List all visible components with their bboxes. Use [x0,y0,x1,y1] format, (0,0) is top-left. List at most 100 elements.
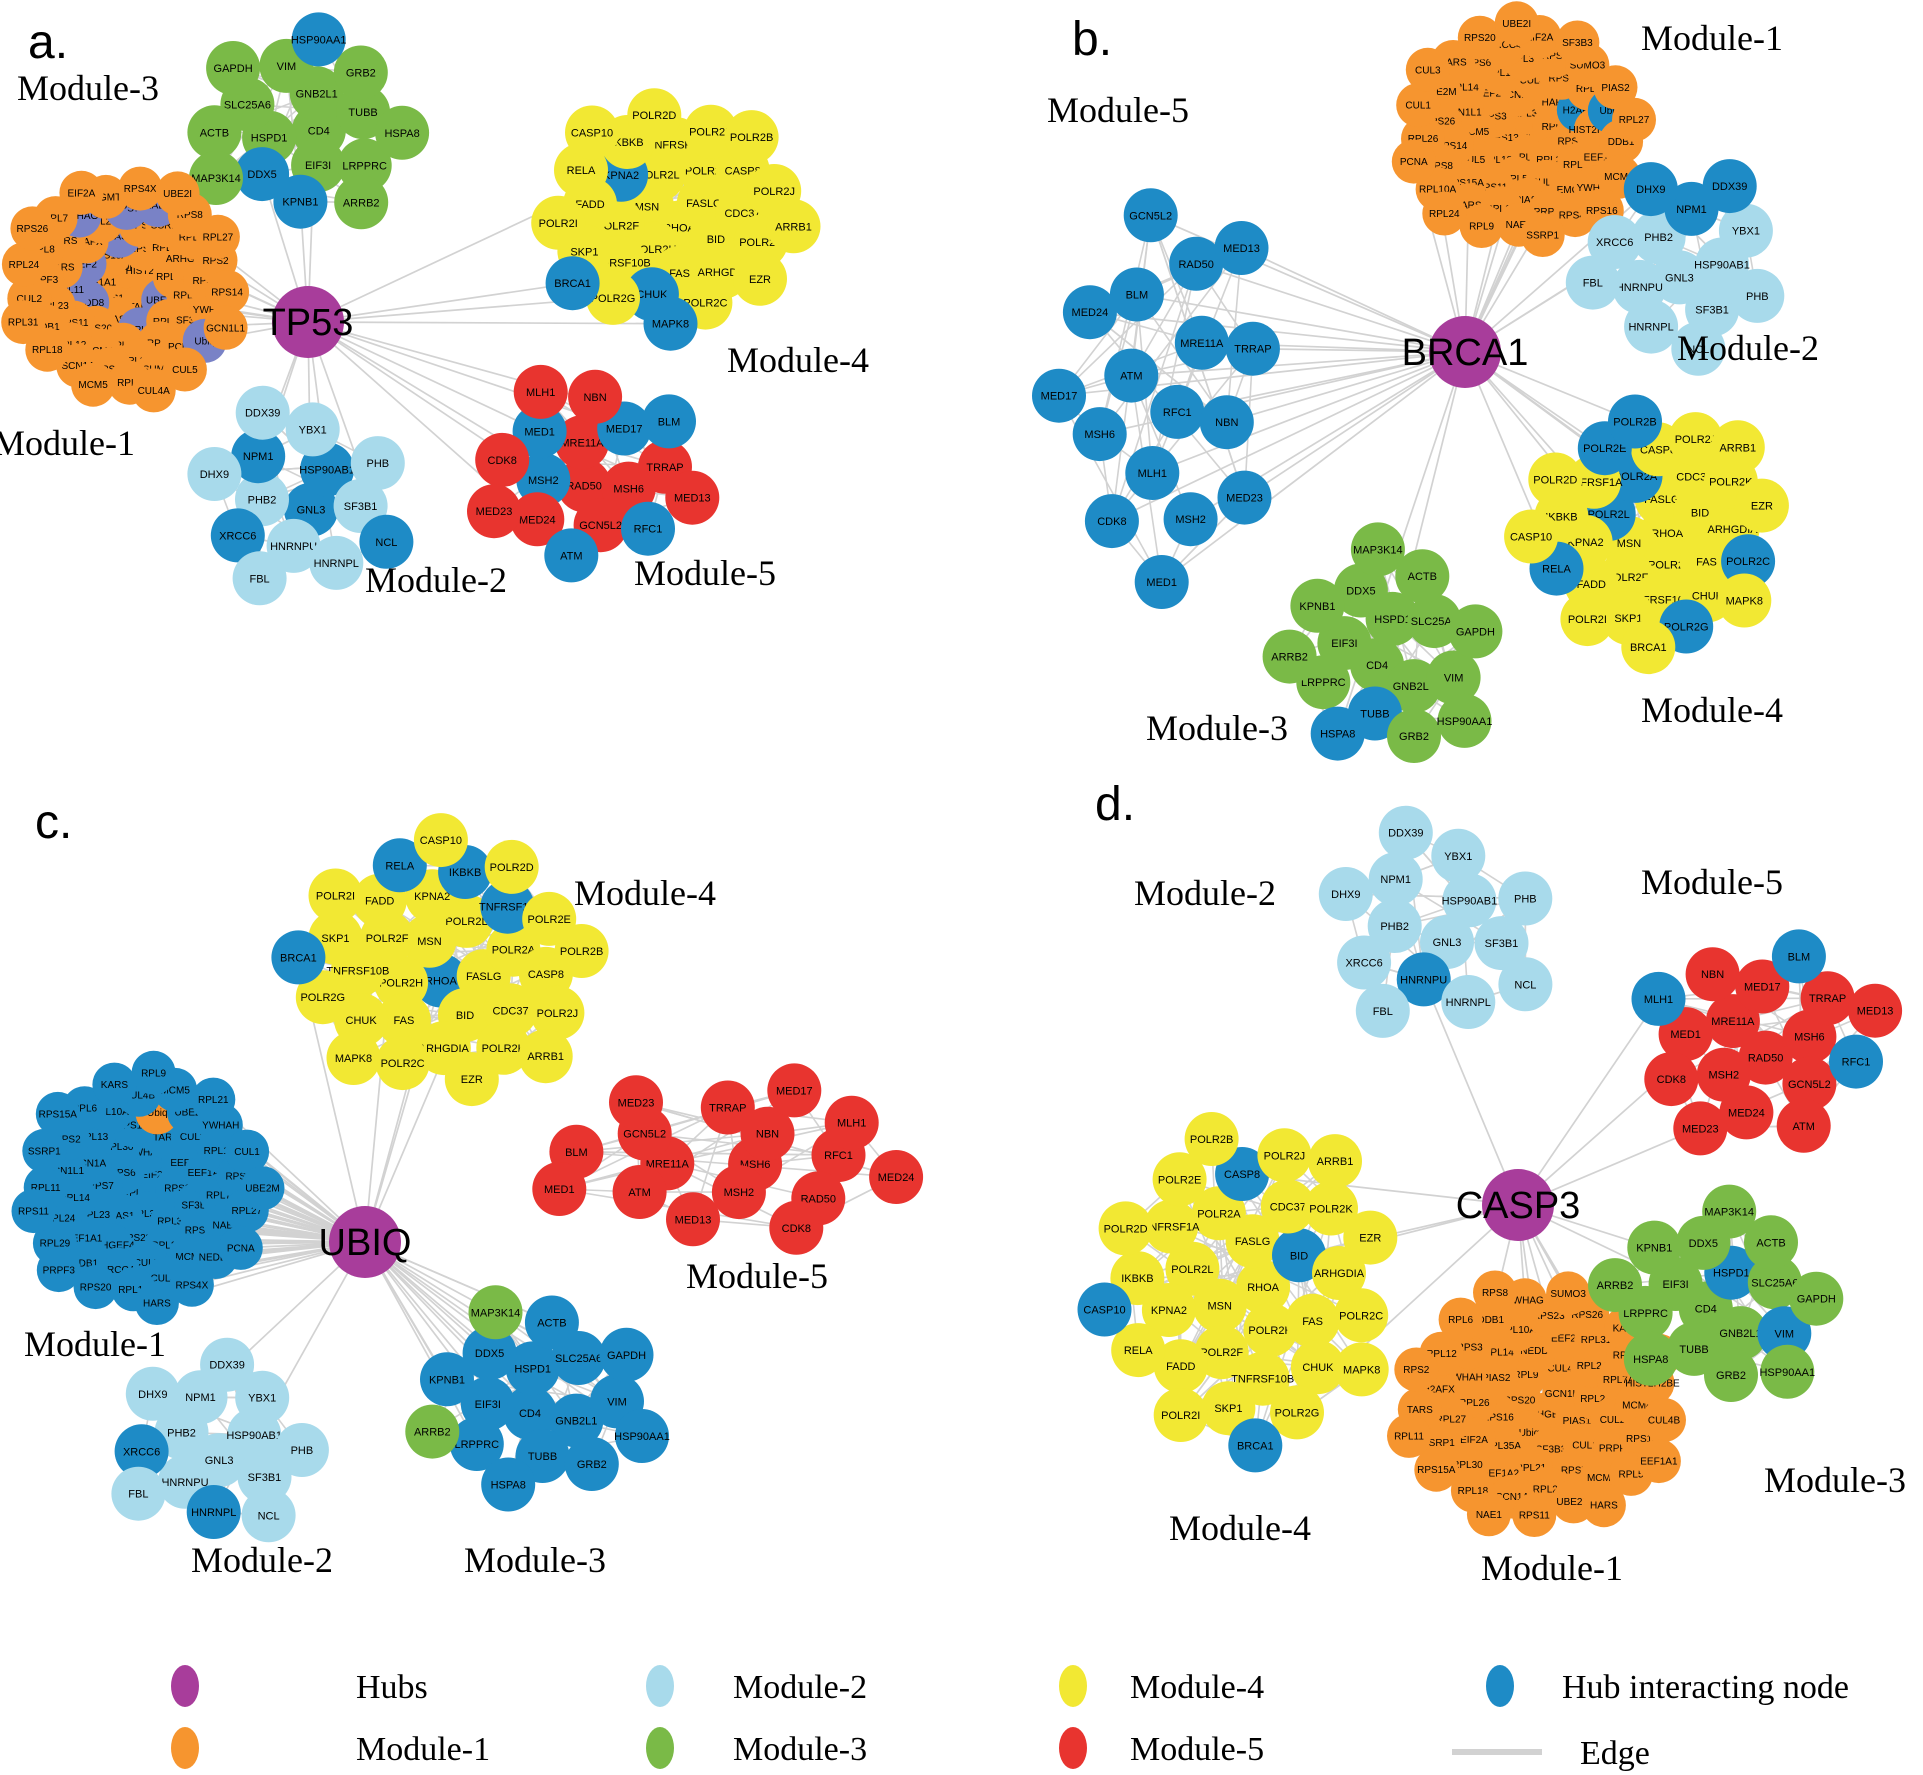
node-GNB2L1 [549,1393,604,1448]
node-NCL [359,514,414,569]
node-MAP3K14 [1702,1184,1757,1239]
node-CUL4A [131,368,176,413]
node-MED17 [1032,368,1086,423]
node-HSP90AA1 [615,1409,669,1463]
hub-edge [307,321,540,433]
node-label: RPL35A [130,1209,168,1220]
node-label: MRE11A [1711,1016,1755,1028]
node-MED23 [1217,470,1272,525]
node-label: MLH1 [1138,468,1167,480]
node-label: RPS7 [113,203,140,214]
node-label: BLM [565,1147,588,1159]
node-label: CASP8 [528,969,564,981]
node-label: MAP3K14 [1353,544,1403,556]
node-POLR2I [308,868,363,923]
node-label: CDK8 [488,455,517,467]
node-CUL1 [225,1129,270,1174]
node-label: RFC1 [824,1150,853,1162]
node-label: TARS [153,1132,179,1143]
node-CDK8 [769,1200,824,1255]
node-label: TRRAP [709,1103,746,1115]
edge [1151,263,1197,474]
node-label: MRE11A [646,1158,690,1170]
node-label: NPM1 [185,1392,216,1404]
node-label: YWHAG [61,211,99,222]
node-label: GAPDH [214,63,253,75]
node-label: GNB2L1 [296,88,338,100]
node-label: HSPD1 [514,1363,551,1375]
node-label: NCL [1687,344,1709,356]
node-label: KPNB1 [1299,601,1335,613]
node-label: SKP1 [1614,613,1642,625]
node-GCN5L2 [1782,1056,1837,1111]
node-POLR2B [724,110,779,165]
node-PIAS2 [1593,65,1638,110]
node-label: IKBKB [449,867,481,879]
node-label: ARHGEF4 [1523,1410,1571,1421]
node-label: SCN1A [1496,1492,1530,1503]
node-label: NPM1 [1676,204,1707,216]
node-label: NEDD8 [1520,1346,1554,1357]
node-label: RPS7 [88,1181,115,1192]
node-label: MSH2 [1709,1070,1740,1082]
node-label: HSPA8 [1320,729,1355,741]
node-SF3B3 [1555,20,1600,65]
node-RAD50 [1169,236,1224,291]
node-label: FASLG [466,971,501,983]
module-label: Module-2 [1134,873,1276,913]
node-label: RHOA [1247,1282,1279,1294]
node-MAPK8 [1334,1342,1389,1397]
node-label: SKP1 [1214,1403,1242,1415]
node-label: ATM [1120,371,1142,383]
node-label: EZR [461,1074,483,1086]
node-label: DDX39 [245,408,280,420]
node-label: RPL12 [204,1146,235,1157]
node-label: RPS15A [1446,178,1485,189]
node-label: HNRNPL [191,1507,236,1519]
hub-node-BRCA1 [1429,316,1501,388]
node-MAP3K14 [189,151,243,205]
node-label: UBE2M [1556,1497,1590,1508]
node-label: CDC37 [493,1005,529,1017]
node-label: CASP10 [1083,1305,1125,1317]
node-label: UBE2I [174,1107,203,1118]
node-label: CD4 [519,1408,541,1420]
node-FAS [376,993,431,1048]
node-label: POLR2A [1614,471,1658,483]
node-label: GRB2 [346,68,376,80]
node-label: HIST2H2BE [1569,125,1624,136]
module-label: Module-4 [1641,690,1783,730]
node-label: PHB2 [167,1428,196,1440]
node-label: POLR2B [1190,1134,1233,1146]
node-RPL21 [191,1077,236,1122]
node-label: EZR [749,274,771,286]
node-label: UBE2M [1422,87,1456,98]
node-HSPD1 [505,1341,560,1396]
node-label: POLR2K [1709,476,1753,488]
node-POLR2J [1257,1128,1312,1183]
legend-swatch-hub [171,1665,199,1707]
node-label: RPL9 [1469,222,1494,233]
node-EZR [444,1052,499,1107]
node-label: KARS [101,1080,129,1091]
node-label: RPL14 [1483,1348,1514,1359]
node-label: SF3B1 [1485,938,1519,950]
edge [1098,215,1152,435]
node-label: RPL10A [1499,1325,1537,1336]
node-label: ACTB [1756,1237,1785,1249]
node-DDX5 [235,147,290,202]
hub-label: BRCA1 [1402,332,1529,374]
node-label: RPS13 [1626,1434,1658,1445]
node-label: RPS20 [80,1283,112,1294]
node-MSH2 [711,1165,766,1220]
node-NBN [740,1106,795,1161]
node-ACTB [1744,1215,1798,1270]
node-label: RPS16 [129,244,161,255]
node-label: HSPD1 [1374,614,1411,626]
node-label: SF3B3 [181,1200,212,1211]
node-label: HSP90AB1 [299,464,355,476]
node-ARRB2 [405,1404,460,1459]
node-label: RPL5 [1618,1469,1643,1480]
node-label: MED24 [519,514,556,526]
node-MED23 [609,1075,663,1130]
